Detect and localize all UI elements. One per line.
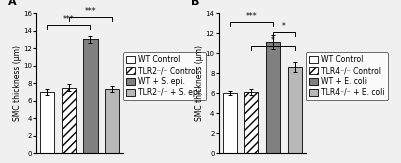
Y-axis label: SMC thickness (μm): SMC thickness (μm) — [195, 45, 204, 121]
Text: *: * — [282, 22, 286, 31]
Bar — [244, 92, 258, 153]
Legend: WT Control, TLR2⁻/⁻ Control, WT + S. epi., TLR2⁻/⁻ + S. epi.: WT Control, TLR2⁻/⁻ Control, WT + S. epi… — [123, 52, 206, 100]
Y-axis label: SMC thickness (μm): SMC thickness (μm) — [12, 45, 22, 121]
Bar — [223, 93, 237, 153]
Text: ***: *** — [63, 15, 75, 24]
Bar — [83, 39, 97, 153]
Bar — [105, 89, 119, 153]
Text: *: * — [271, 36, 275, 45]
Bar — [288, 67, 302, 153]
Text: ***: *** — [85, 7, 96, 16]
Legend: WT Control, TLR4⁻/⁻ Control, WT + E. coli, TLR4⁻/⁻ + E. coli: WT Control, TLR4⁻/⁻ Control, WT + E. col… — [306, 52, 388, 100]
Bar — [62, 88, 76, 153]
Bar — [40, 92, 54, 153]
Text: B: B — [191, 0, 199, 7]
Text: A: A — [8, 0, 17, 7]
Text: ***: *** — [245, 12, 257, 21]
Bar — [266, 42, 280, 153]
